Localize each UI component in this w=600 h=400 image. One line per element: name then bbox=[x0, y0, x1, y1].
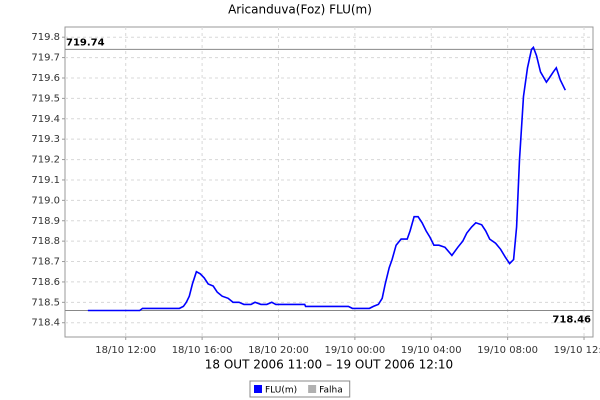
y-tick-label: 718.7 bbox=[31, 257, 60, 268]
y-tick-label: 719.3 bbox=[31, 134, 60, 145]
y-tick-label: 719.8 bbox=[31, 32, 60, 43]
legend-swatch bbox=[254, 385, 262, 393]
x-tick-label: 19/10 04:00 bbox=[401, 345, 462, 356]
plot-area bbox=[64, 26, 594, 338]
legend: FLU(m) Falha bbox=[249, 380, 351, 398]
legend-swatch bbox=[308, 385, 317, 393]
y-tick-label: 719.0 bbox=[31, 195, 60, 206]
y-tick-label: 719.6 bbox=[31, 73, 60, 84]
y-tick-label: 719.2 bbox=[31, 155, 60, 166]
y-tick-label: 719.4 bbox=[31, 114, 60, 125]
x-tick-label: 19/10 12:00 bbox=[554, 345, 600, 356]
legend-label: FLU(m) bbox=[265, 386, 297, 396]
y-tick-label: 719.1 bbox=[31, 175, 60, 186]
legend-label: Falha bbox=[319, 386, 343, 396]
x-tick-label: 19/10 08:00 bbox=[477, 345, 538, 356]
y-tick-label: 718.6 bbox=[31, 277, 60, 288]
x-tick-label: 19/10 00:00 bbox=[324, 345, 385, 356]
y-tick-label: 718.4 bbox=[31, 318, 60, 329]
y-tick-label: 719.7 bbox=[31, 53, 60, 64]
y-tick-label: 719.5 bbox=[31, 93, 60, 104]
y-tick-label: 718.5 bbox=[31, 297, 60, 308]
x-axis-label: 18 OUT 2006 11:00 – 19 OUT 2006 12:10 bbox=[205, 358, 453, 372]
y-tick-label: 718.9 bbox=[31, 216, 60, 227]
data-line bbox=[87, 45, 567, 312]
x-tick-label: 18/10 20:00 bbox=[248, 345, 309, 356]
legend-box bbox=[249, 380, 351, 398]
y-tick-label: 718.8 bbox=[31, 236, 60, 247]
x-tick-label: 18/10 16:00 bbox=[172, 345, 233, 356]
reference-label: 718.46 bbox=[552, 314, 591, 325]
x-tick-label: 18/10 12:00 bbox=[95, 345, 156, 356]
reference-label: 719.74 bbox=[66, 37, 105, 48]
chart-title: Aricanduva(Foz) FLU(m) bbox=[228, 3, 372, 17]
